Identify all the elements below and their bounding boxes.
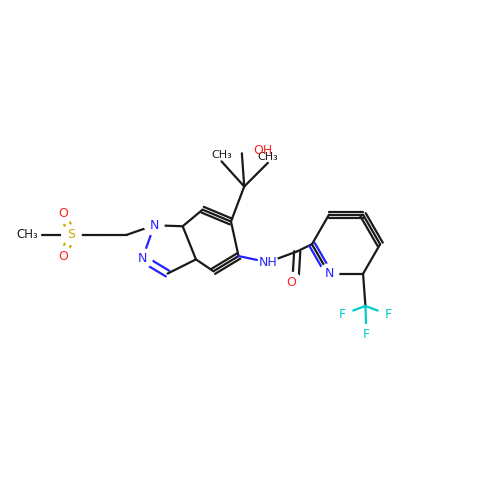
Text: OH: OH (253, 145, 273, 158)
Text: N: N (138, 252, 147, 265)
Text: CH₃: CH₃ (211, 150, 232, 160)
Circle shape (281, 272, 302, 293)
Circle shape (258, 252, 278, 273)
Text: N: N (324, 267, 334, 280)
Text: N: N (149, 219, 159, 232)
Text: NH: NH (259, 256, 277, 269)
Circle shape (53, 203, 74, 224)
Text: O: O (286, 275, 297, 289)
Circle shape (332, 304, 353, 325)
Circle shape (356, 324, 377, 345)
Circle shape (132, 248, 153, 269)
Circle shape (319, 263, 340, 284)
Circle shape (144, 215, 165, 236)
Text: CH₃: CH₃ (16, 228, 38, 241)
Text: S: S (68, 228, 75, 241)
Circle shape (378, 304, 399, 325)
Text: CH₃: CH₃ (258, 152, 278, 162)
Circle shape (53, 246, 74, 266)
Text: F: F (363, 328, 370, 341)
Text: O: O (58, 207, 68, 220)
Circle shape (61, 224, 82, 245)
Text: F: F (385, 308, 392, 321)
Text: F: F (339, 308, 346, 321)
Text: O: O (58, 250, 68, 262)
